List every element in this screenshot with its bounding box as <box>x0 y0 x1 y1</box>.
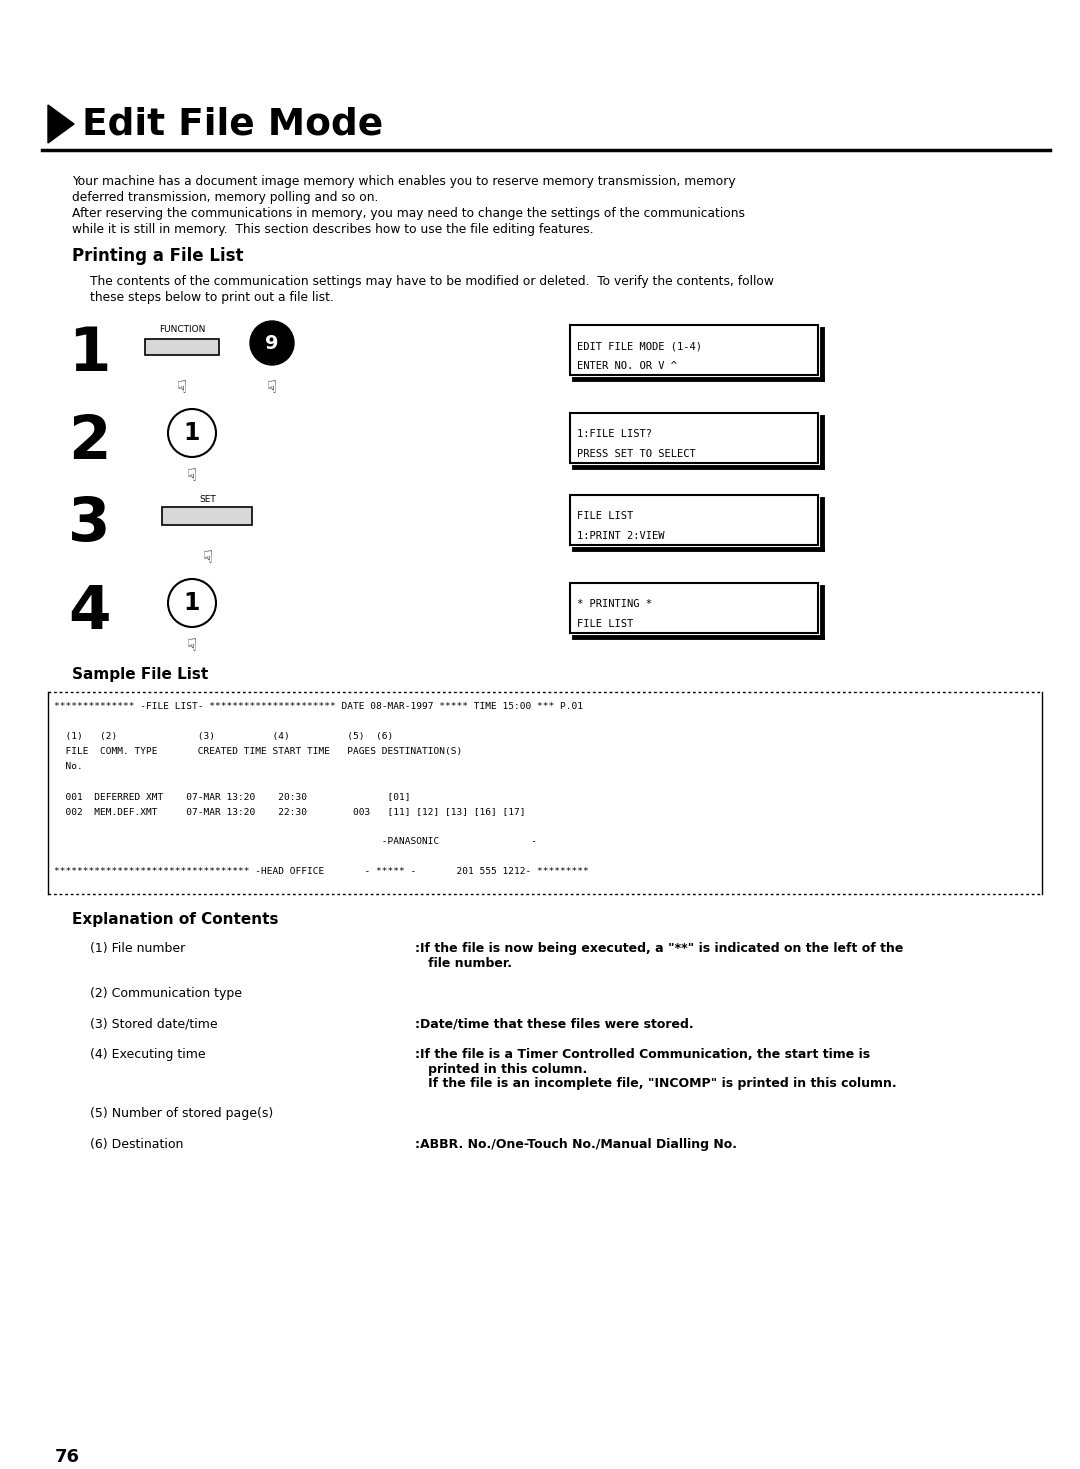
Text: FILE  COMM. TYPE       CREATED TIME START TIME   PAGES DESTINATION(S): FILE COMM. TYPE CREATED TIME START TIME … <box>54 748 462 757</box>
Text: 1: 1 <box>184 591 200 616</box>
Text: (4) Executing time: (4) Executing time <box>90 1047 205 1061</box>
Text: 76: 76 <box>55 1448 80 1466</box>
Text: :ABBR. No./One-Touch No./Manual Dialling No.: :ABBR. No./One-Touch No./Manual Dialling… <box>415 1138 737 1152</box>
Text: file number.: file number. <box>415 956 512 970</box>
Text: 1: 1 <box>184 422 200 445</box>
Text: FILE LIST: FILE LIST <box>577 618 633 629</box>
Text: * PRINTING *: * PRINTING * <box>577 599 652 610</box>
Text: these steps below to print out a file list.: these steps below to print out a file li… <box>90 291 334 304</box>
Polygon shape <box>48 104 75 142</box>
Text: printed in this column.: printed in this column. <box>415 1062 588 1075</box>
Bar <box>162 507 252 524</box>
Text: The contents of the communication settings may have to be modified or deleted.  : The contents of the communication settin… <box>90 275 774 288</box>
Circle shape <box>249 322 294 364</box>
Text: ☟: ☟ <box>187 638 197 655</box>
Text: 1: 1 <box>68 325 110 383</box>
Text: (1)   (2)              (3)          (4)          (5)  (6): (1) (2) (3) (4) (5) (6) <box>54 732 393 740</box>
Text: ☟: ☟ <box>203 549 213 567</box>
Text: No.: No. <box>54 762 83 771</box>
Text: 1:PRINT 2:VIEW: 1:PRINT 2:VIEW <box>577 530 664 541</box>
Bar <box>570 413 818 463</box>
Text: ☟: ☟ <box>187 467 197 485</box>
Text: :Date/time that these files were stored.: :Date/time that these files were stored. <box>415 1018 693 1030</box>
Bar <box>570 495 818 545</box>
Text: Explanation of Contents: Explanation of Contents <box>72 912 279 927</box>
Text: :If the file is a Timer Controlled Communication, the start time is: :If the file is a Timer Controlled Commu… <box>415 1047 870 1061</box>
Text: After reserving the communications in memory, you may need to change the setting: After reserving the communications in me… <box>72 207 745 220</box>
Text: Your machine has a document image memory which enables you to reserve memory tra: Your machine has a document image memory… <box>72 175 735 188</box>
Text: Sample File List: Sample File List <box>72 667 208 682</box>
Bar <box>145 339 219 355</box>
Text: ☟: ☟ <box>267 379 278 397</box>
Text: 2: 2 <box>68 413 110 472</box>
Text: 002  MEM.DEF.XMT     07-MAR 13:20    22:30        003   [11] [12] [13] [16] [17]: 002 MEM.DEF.XMT 07-MAR 13:20 22:30 003 [… <box>54 806 526 815</box>
Text: FUNCTION: FUNCTION <box>159 325 205 333</box>
Text: 4: 4 <box>68 583 110 642</box>
Text: EDIT FILE MODE (1-4): EDIT FILE MODE (1-4) <box>577 341 702 351</box>
Text: SET: SET <box>200 495 216 504</box>
Text: ☟: ☟ <box>177 379 187 397</box>
Text: (5) Number of stored page(s): (5) Number of stored page(s) <box>90 1108 273 1121</box>
Text: ********************************** -HEAD OFFICE       - ***** -       201 555 12: ********************************** -HEAD… <box>54 867 589 876</box>
Text: :If the file is now being executed, a "**" is indicated on the left of the: :If the file is now being executed, a "*… <box>415 942 903 955</box>
Text: while it is still in memory.  This section describes how to use the file editing: while it is still in memory. This sectio… <box>72 223 594 237</box>
Text: Printing a File List: Printing a File List <box>72 247 243 264</box>
Bar <box>570 583 818 633</box>
Text: FILE LIST: FILE LIST <box>577 511 633 521</box>
Text: ************** -FILE LIST- ********************** DATE 08-MAR-1997 ***** TIME 15: ************** -FILE LIST- *************… <box>54 702 583 711</box>
Text: (3) Stored date/time: (3) Stored date/time <box>90 1018 218 1030</box>
Text: PRESS SET TO SELECT: PRESS SET TO SELECT <box>577 450 696 458</box>
Text: 1:FILE LIST?: 1:FILE LIST? <box>577 429 652 439</box>
Text: ENTER NO. OR V ^: ENTER NO. OR V ^ <box>577 361 677 372</box>
Text: -PANASONIC                -: -PANASONIC - <box>54 837 537 846</box>
Text: (1) File number: (1) File number <box>90 942 186 955</box>
Text: If the file is an incomplete file, "INCOMP" is printed in this column.: If the file is an incomplete file, "INCO… <box>415 1077 896 1090</box>
Text: 001  DEFERRED XMT    07-MAR 13:20    20:30              [01]: 001 DEFERRED XMT 07-MAR 13:20 20:30 [01] <box>54 792 410 801</box>
Text: 9: 9 <box>266 333 279 353</box>
Text: deferred transmission, memory polling and so on.: deferred transmission, memory polling an… <box>72 191 378 204</box>
Text: 3: 3 <box>68 495 110 554</box>
Text: Edit File Mode: Edit File Mode <box>82 106 383 142</box>
Bar <box>570 325 818 375</box>
Text: (2) Communication type: (2) Communication type <box>90 987 242 1000</box>
Text: (6) Destination: (6) Destination <box>90 1138 184 1152</box>
